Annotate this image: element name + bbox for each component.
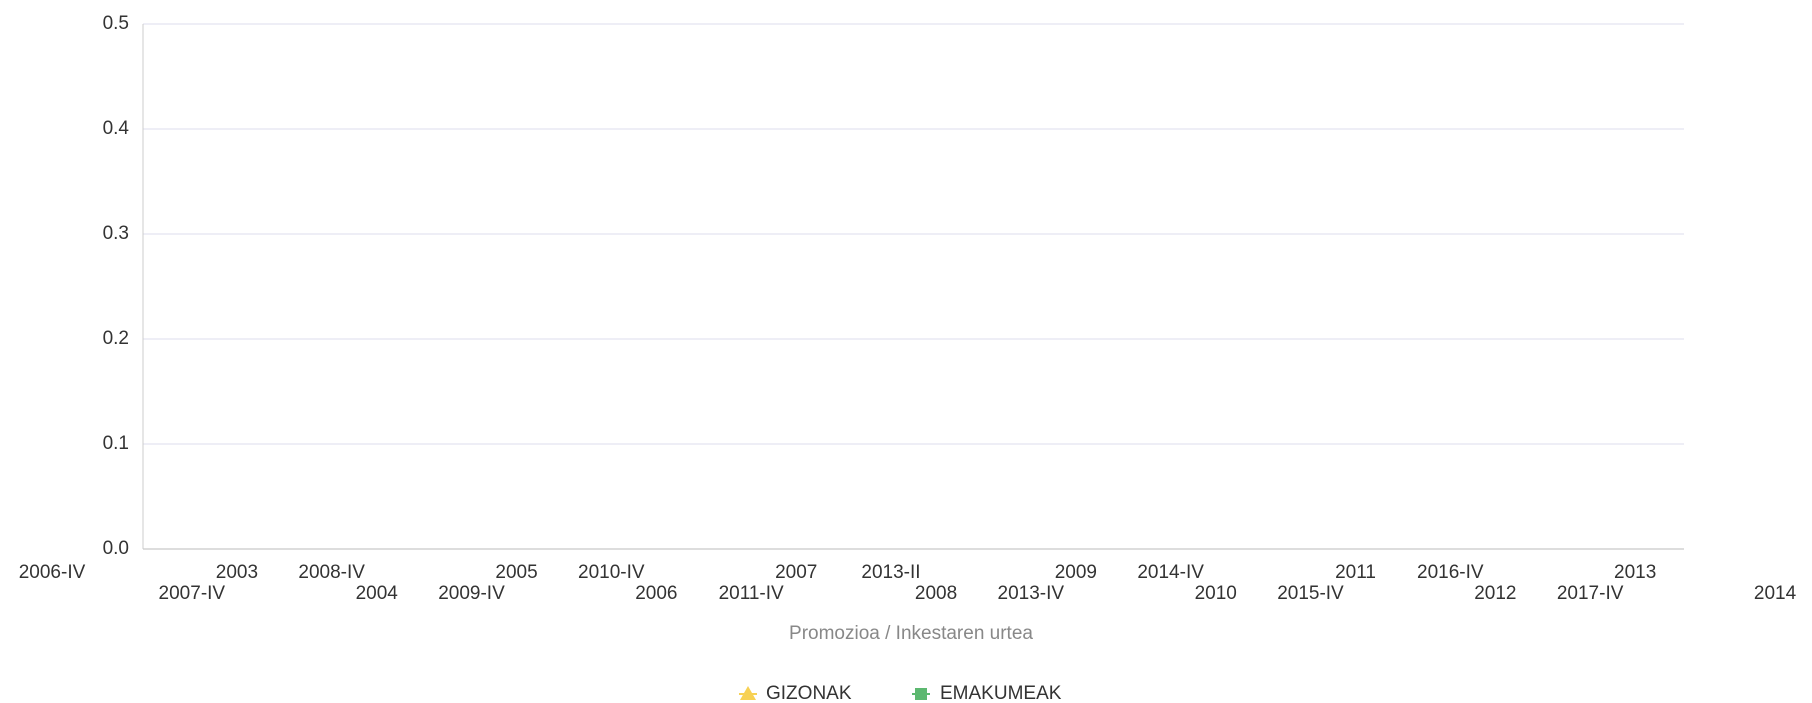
x-tick-label: 2013-IV bbox=[998, 583, 1065, 604]
x-tick-label: 2010 bbox=[1195, 583, 1237, 604]
x-tick-label: 2009 bbox=[1055, 562, 1097, 583]
x-tick-label: 2008 bbox=[915, 583, 957, 604]
legend-label: GIZONAK bbox=[766, 683, 852, 703]
x-tick-label: 2006 bbox=[635, 583, 677, 604]
x-tick-label: 2005 bbox=[495, 562, 537, 583]
y-tick-label: 0.0 bbox=[103, 538, 129, 559]
x-tick-label: 2010-IV bbox=[578, 562, 645, 583]
x-tick-label: 2007-IV bbox=[159, 583, 226, 604]
x-tick-label: 2012 bbox=[1474, 583, 1516, 604]
x-tick-label: 2004 bbox=[356, 583, 399, 604]
x-tick-label: 2014 bbox=[1754, 583, 1797, 604]
legend-marker bbox=[915, 688, 927, 700]
x-axis-title: Promozioa / Inkestaren urtea bbox=[789, 623, 1033, 644]
x-tick-label: 2013 bbox=[1614, 562, 1656, 583]
x-tick-label: 2011 bbox=[1335, 562, 1376, 583]
x-tick-label: 2016-IV bbox=[1417, 562, 1484, 583]
y-tick-label: 0.1 bbox=[103, 433, 129, 454]
y-tick-label: 0.2 bbox=[103, 328, 129, 349]
x-tick-label: 2014-IV bbox=[1137, 562, 1204, 583]
legend-marker bbox=[740, 686, 756, 700]
x-tick-label: 2007 bbox=[775, 562, 817, 583]
x-tick-label: 2013-II bbox=[861, 562, 920, 583]
x-tick-label: 2006-IV bbox=[19, 562, 86, 583]
y-tick-label: 0.4 bbox=[103, 118, 130, 139]
x-tick-label: 2009-IV bbox=[438, 583, 505, 604]
y-tick-label: 0.5 bbox=[103, 13, 129, 34]
y-tick-label: 0.3 bbox=[103, 223, 129, 244]
x-tick-label: 2008-IV bbox=[298, 562, 365, 583]
x-tick-label: 2003 bbox=[216, 562, 258, 583]
x-tick-label: 2017-IV bbox=[1557, 583, 1624, 604]
legend-label: EMAKUMEAK bbox=[940, 683, 1062, 703]
x-tick-label: 2011-IV bbox=[719, 583, 784, 604]
x-tick-label: 2015-IV bbox=[1277, 583, 1344, 604]
